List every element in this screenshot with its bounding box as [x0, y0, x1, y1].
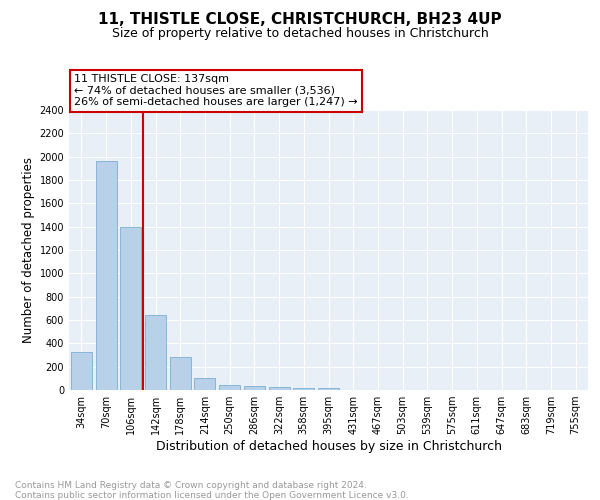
Bar: [194, 378, 215, 390]
Bar: [318, 388, 339, 390]
X-axis label: Distribution of detached houses by size in Christchurch: Distribution of detached houses by size …: [155, 440, 502, 453]
Bar: [71, 352, 92, 390]
Text: Contains HM Land Registry data © Crown copyright and database right 2024.: Contains HM Land Registry data © Crown c…: [15, 481, 367, 490]
Bar: [219, 385, 240, 390]
Bar: [120, 226, 141, 390]
Text: 11 THISTLE CLOSE: 137sqm
← 74% of detached houses are smaller (3,536)
26% of sem: 11 THISTLE CLOSE: 137sqm ← 74% of detach…: [74, 74, 358, 107]
Bar: [145, 315, 166, 390]
Bar: [293, 388, 314, 390]
Text: Contains public sector information licensed under the Open Government Licence v3: Contains public sector information licen…: [15, 491, 409, 500]
Bar: [269, 388, 290, 390]
Text: Size of property relative to detached houses in Christchurch: Size of property relative to detached ho…: [112, 28, 488, 40]
Y-axis label: Number of detached properties: Number of detached properties: [22, 157, 35, 343]
Text: 11, THISTLE CLOSE, CHRISTCHURCH, BH23 4UP: 11, THISTLE CLOSE, CHRISTCHURCH, BH23 4U…: [98, 12, 502, 28]
Bar: [95, 162, 116, 390]
Bar: [170, 357, 191, 390]
Bar: [244, 386, 265, 390]
